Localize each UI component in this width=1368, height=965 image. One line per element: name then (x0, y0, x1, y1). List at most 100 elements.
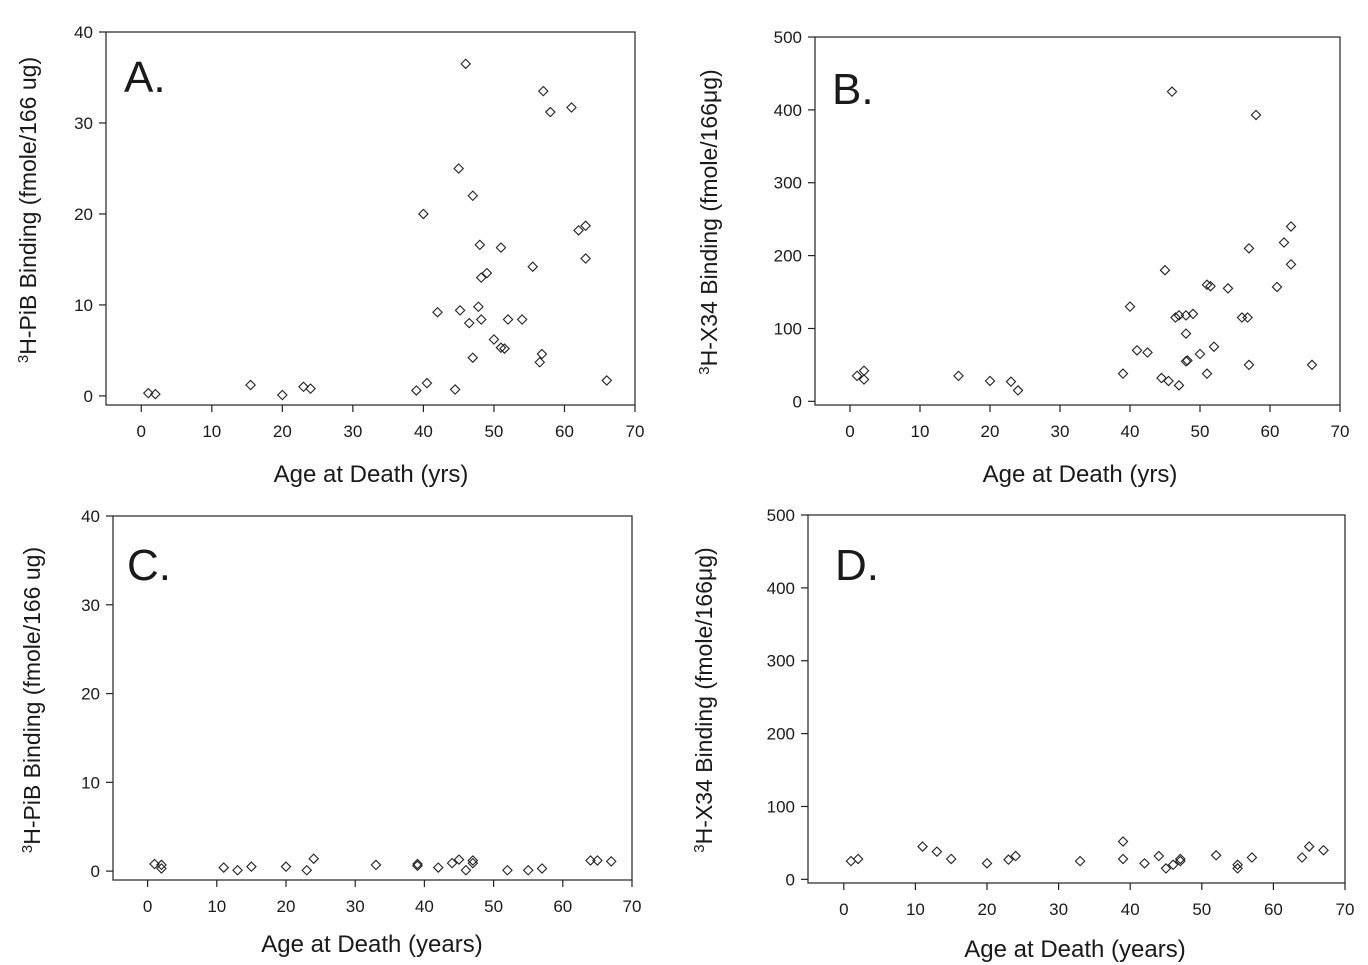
x-tick-label: 70 (626, 422, 645, 441)
y-tick-label: 30 (74, 114, 93, 133)
data-point (502, 864, 513, 876)
data-point (1243, 242, 1255, 254)
data-point (1246, 852, 1258, 863)
data-point (953, 370, 964, 382)
y-tick-label: 500 (774, 28, 802, 47)
data-point (156, 863, 167, 874)
data-point (460, 58, 472, 70)
data-point (467, 190, 479, 202)
data-point (432, 862, 444, 873)
data-point (516, 314, 528, 325)
y-tick-label: 400 (774, 101, 802, 120)
data-point (495, 242, 507, 253)
data-point (473, 301, 484, 313)
y-axis-label-superscript: 3 (15, 355, 32, 363)
x-axis-label: Age at Death (yrs) (983, 461, 1178, 488)
x-tick-label: 0 (137, 422, 146, 441)
data-point (305, 383, 316, 395)
y-axis-label-superscript: 3 (19, 845, 36, 853)
data-point (412, 860, 423, 872)
data-point (1285, 258, 1297, 270)
y-tick-label: 500 (767, 506, 795, 525)
x-axis-label: Age at Death (years) (964, 936, 1185, 963)
data-point (410, 385, 422, 396)
panel-label: D. (835, 541, 879, 590)
data-point (246, 861, 257, 873)
data-point (580, 253, 592, 264)
data-point (1117, 836, 1129, 847)
chart-panel-1: 0 10 20 30 40 50 60 70 0 10 20 30 40 A. Age at Death (… (15, 23, 645, 488)
data-point (1194, 348, 1206, 360)
data-point (474, 239, 486, 251)
x-tick-label: 70 (623, 897, 642, 916)
data-point (1201, 279, 1213, 291)
data-point (1296, 852, 1308, 863)
x-tick-label: 10 (207, 897, 226, 916)
data-point (1166, 86, 1178, 98)
data-point (1243, 359, 1255, 371)
data-point (1201, 368, 1213, 380)
x-axis-label: Age at Death (yrs) (274, 461, 469, 488)
y-tick-label: 200 (767, 725, 795, 744)
data-point (1180, 328, 1192, 339)
y-axis-label: 3H-PiB Binding (fmole/166 ug) (15, 57, 42, 363)
x-tick-label: 20 (981, 422, 1000, 441)
y-axis-label: 3H-X34 Binding (fmole/166μg) (691, 547, 718, 852)
data-point (536, 863, 548, 874)
data-point (1124, 301, 1136, 313)
panel-label: C. (127, 541, 171, 590)
x-tick-label: 70 (1336, 900, 1355, 919)
y-tick-label: 100 (767, 797, 795, 816)
y-axis-label-text: H-X34 Binding (fmole/166μg) (691, 547, 717, 844)
y-tick-label: 100 (774, 319, 802, 338)
data-point (1210, 849, 1222, 861)
data-point (536, 348, 548, 360)
data-point (537, 85, 549, 97)
data-point (585, 855, 596, 866)
y-axis-label: 3H-PiB Binding (fmole/166 ug) (19, 547, 46, 853)
y-tick-label: 40 (81, 507, 100, 526)
data-point (1117, 368, 1129, 380)
x-tick-label: 60 (555, 422, 574, 441)
data-point (858, 365, 870, 377)
data-point (449, 384, 461, 395)
y-axis-label-superscript: 3 (691, 844, 708, 852)
y-tick-label: 40 (74, 23, 93, 42)
data-point (931, 846, 943, 858)
y-axis-label-superscript: 3 (696, 366, 713, 374)
y-tick-label: 0 (793, 392, 802, 411)
x-tick-label: 30 (346, 897, 365, 916)
data-point (1306, 359, 1318, 371)
x-tick-label: 10 (911, 422, 930, 441)
chart-panel-4: 0 10 20 30 40 50 60 70 0 100 200 300 400 500 D. Age at … (691, 506, 1355, 963)
x-tick-label: 40 (1121, 422, 1140, 441)
data-point (475, 314, 487, 325)
x-tick-label: 20 (277, 897, 296, 916)
x-tick-label: 50 (1192, 900, 1211, 919)
x-tick-label: 0 (839, 900, 848, 919)
y-tick-label: 30 (81, 596, 100, 615)
data-point (453, 854, 465, 865)
data-point (917, 841, 928, 852)
data-point (605, 855, 617, 867)
y-axis-label: 3H-X34 Binding (fmole/166μg) (696, 69, 723, 374)
data-point (1285, 221, 1297, 232)
data-point (1182, 355, 1193, 366)
data-point (499, 343, 510, 354)
x-tick-label: 20 (273, 422, 292, 441)
data-point (1153, 850, 1165, 862)
data-point (580, 220, 592, 232)
data-point (1170, 312, 1181, 323)
data-point (1003, 854, 1014, 866)
x-tick-label: 20 (978, 900, 997, 919)
y-tick-label: 0 (84, 387, 93, 406)
data-point (1236, 312, 1248, 323)
data-point (301, 864, 313, 876)
data-point (601, 375, 613, 386)
data-point (467, 352, 479, 364)
data-point (1131, 344, 1143, 356)
data-points (851, 86, 1318, 396)
data-point (981, 857, 993, 869)
y-tick-label: 300 (767, 652, 795, 671)
